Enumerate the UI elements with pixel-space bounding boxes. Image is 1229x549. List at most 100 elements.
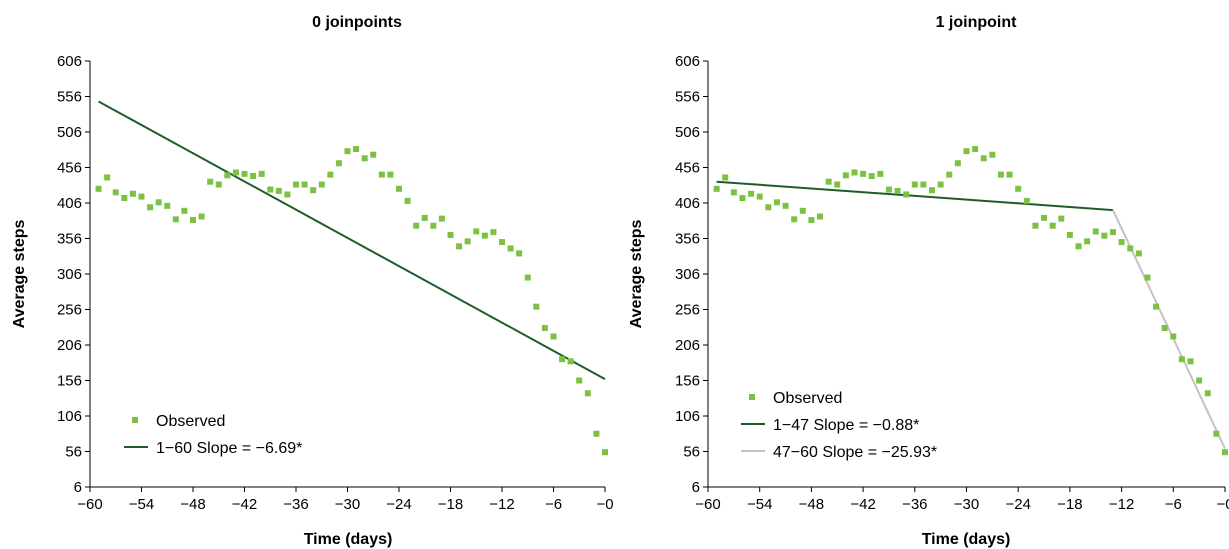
y-tick-label: 506 (675, 124, 700, 141)
observed-point (387, 171, 394, 178)
y-tick-label: 306 (57, 266, 82, 283)
observed-point (335, 160, 342, 167)
observed-point (1006, 171, 1013, 178)
observed-point (593, 430, 600, 437)
x-tick-label: −60 (77, 496, 102, 513)
observed-point (825, 178, 832, 185)
y-tick-label: 506 (57, 124, 82, 141)
observed-point (190, 217, 196, 224)
observed-point (1109, 229, 1116, 236)
observed-point (473, 228, 480, 235)
observed-point (860, 170, 867, 177)
y-tick-label: 606 (57, 53, 82, 70)
observed-point (834, 181, 841, 188)
y-tick-label: 356 (57, 231, 82, 248)
x-tick-label: −0 (1216, 496, 1229, 513)
observed-point (799, 207, 806, 214)
y-tick-label: 56 (65, 444, 82, 461)
y-tick-label: 356 (675, 231, 700, 248)
observed-point (207, 178, 214, 185)
observed-point (1153, 303, 1160, 310)
observed-point (284, 191, 291, 198)
observed-point (396, 185, 402, 192)
observed-point (1058, 215, 1065, 222)
observed-point (524, 274, 531, 281)
observed-point (516, 250, 523, 257)
observed-point (748, 190, 755, 197)
observed-point (1084, 238, 1091, 245)
x-axis-label: Time (days) (922, 531, 1011, 548)
observed-point (739, 195, 746, 202)
legend-label: 1−60 Slope = −6.69* (156, 440, 302, 457)
x-tick-label: −60 (695, 496, 720, 513)
observed-point (773, 199, 780, 206)
legend-marker-observed (132, 417, 138, 423)
observed-point (1213, 430, 1220, 437)
observed-point (885, 186, 892, 193)
observed-point (1196, 377, 1203, 384)
legend-label: Observed (773, 390, 842, 407)
observed-point (541, 324, 548, 331)
observed-point (224, 172, 231, 179)
observed-point (929, 187, 936, 194)
x-tick-label: −42 (850, 496, 875, 513)
observed-point (1222, 449, 1228, 456)
observed-point (104, 174, 111, 181)
y-tick-label: 6 (692, 479, 700, 496)
chart-panel-0-joinpoints: 0 joinpoints Time (days) Average steps 6… (11, 14, 614, 548)
observed-point (258, 170, 265, 177)
y-tick-label: 206 (57, 337, 82, 354)
observed-point (722, 174, 729, 181)
observed-point (576, 377, 583, 384)
observed-point (1015, 185, 1022, 192)
observed-point (851, 169, 858, 176)
x-axis-label: Time (days) (304, 531, 393, 548)
observed-point (232, 169, 239, 176)
y-tick-label: 206 (675, 337, 700, 354)
observed-point (1178, 356, 1185, 363)
x-tick-label: −42 (232, 496, 257, 513)
chart-title: 0 joinpoints (312, 14, 402, 31)
observed-point (481, 232, 488, 239)
y-tick-label: 256 (675, 302, 700, 319)
observed-point (181, 207, 188, 214)
observed-point (95, 185, 102, 192)
observed-point (1204, 390, 1211, 397)
x-tick-label: −6 (545, 496, 562, 513)
x-tick-label: −18 (1057, 496, 1082, 513)
x-tick-label: −6 (1165, 496, 1182, 513)
observed-point (911, 181, 918, 188)
observed-point (550, 333, 557, 340)
observed-point (198, 213, 205, 220)
observed-point (353, 146, 360, 153)
observed-point (507, 245, 514, 252)
observed-point (370, 151, 377, 158)
y-tick-label: 106 (57, 408, 82, 425)
observed-point (215, 181, 222, 188)
x-tick-label: −48 (180, 496, 205, 513)
x-tick-label: −36 (902, 496, 927, 513)
x-tick-label: −30 (335, 496, 360, 513)
observed-point (241, 170, 248, 177)
observed-point (989, 151, 996, 158)
observed-point (301, 181, 308, 188)
observed-point (782, 202, 789, 209)
observed-point (164, 202, 171, 209)
observed-point (713, 185, 720, 192)
y-tick-label: 556 (57, 89, 82, 106)
observed-point (147, 204, 154, 211)
observed-point (963, 148, 970, 155)
chart-title: 1 joinpoint (936, 14, 1018, 31)
observed-point (438, 215, 445, 222)
x-tick-label: −54 (129, 496, 154, 513)
observed-point (1049, 222, 1056, 229)
x-tick-label: −12 (1109, 496, 1134, 513)
observed-point (868, 173, 875, 180)
observed-point (138, 193, 145, 200)
observed-point (894, 187, 901, 194)
y-axis-label: Average steps (628, 220, 645, 329)
observed-point (756, 193, 763, 200)
observed-point (490, 229, 497, 236)
observed-point (842, 172, 849, 179)
